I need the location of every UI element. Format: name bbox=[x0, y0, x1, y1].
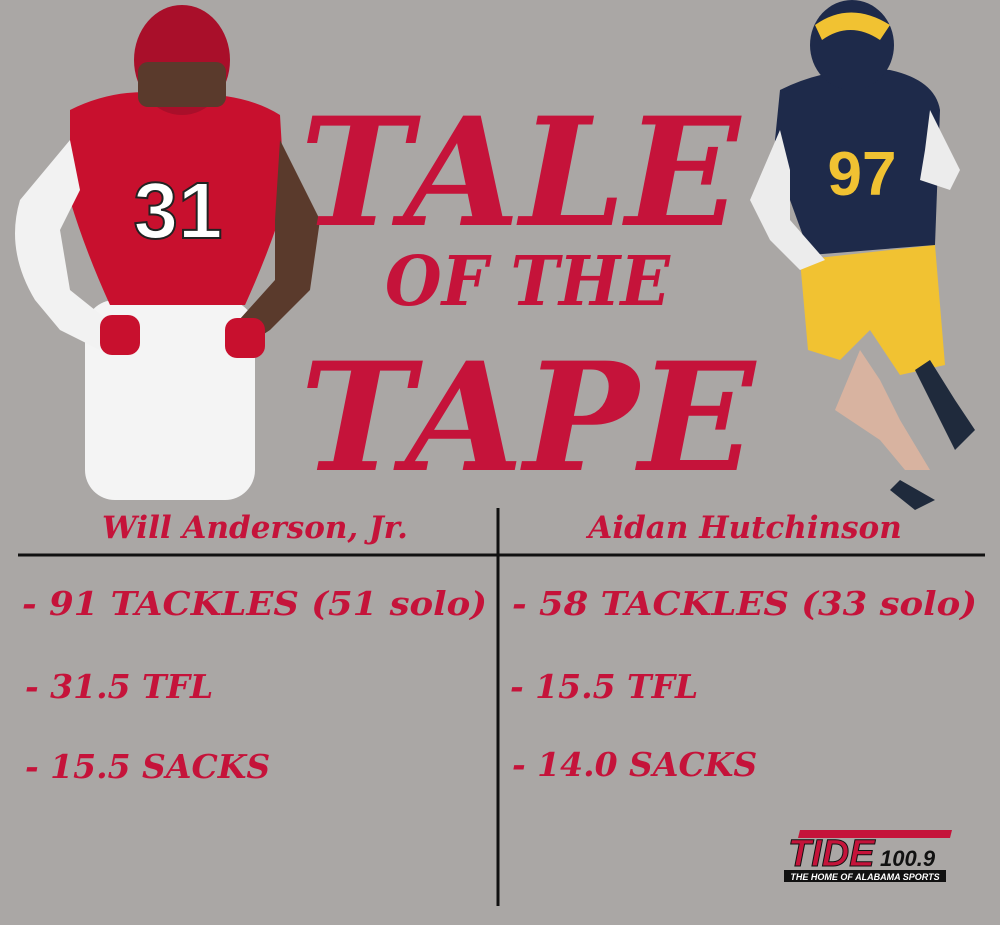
player-left-figure: 31 bbox=[15, 5, 320, 500]
logo-bar bbox=[798, 830, 952, 838]
title-line: TALE bbox=[300, 85, 743, 261]
logo-tagline-band bbox=[784, 870, 946, 882]
leg bbox=[835, 350, 930, 470]
player-right-figure: 97 bbox=[750, 0, 975, 510]
face bbox=[138, 62, 226, 107]
stat: - 15.5 TFL bbox=[510, 667, 698, 706]
glove bbox=[225, 318, 265, 358]
left-arm bbox=[15, 140, 120, 350]
stat: - 91 TACKLES (51 solo) bbox=[22, 584, 487, 623]
helmet-stripe bbox=[815, 12, 890, 40]
title-line: TAPE bbox=[300, 330, 758, 506]
player-name: Will Anderson, Jr. bbox=[102, 510, 408, 546]
logo: TIDE 100.9 THE HOME OF ALABAMA SPORTS bbox=[784, 830, 952, 882]
jersey bbox=[70, 92, 285, 305]
logo-frequency: 100.9 bbox=[880, 846, 936, 871]
jersey-number: 97 bbox=[828, 140, 897, 209]
stat: - 31.5 TFL bbox=[25, 667, 213, 706]
arm bbox=[750, 130, 825, 270]
shoe bbox=[890, 480, 935, 510]
title-line: OF THE bbox=[385, 242, 671, 322]
pants bbox=[800, 245, 945, 375]
arm bbox=[920, 110, 960, 190]
player-name: Aidan Hutchinson bbox=[585, 510, 901, 546]
leg bbox=[915, 360, 975, 450]
logo-brand: TIDE bbox=[788, 833, 876, 875]
right-arm bbox=[230, 140, 320, 350]
glove bbox=[100, 315, 140, 355]
stat: - 15.5 SACKS bbox=[25, 747, 270, 786]
logo-tagline: THE HOME OF ALABAMA SPORTS bbox=[790, 872, 939, 882]
jersey-number: 31 bbox=[134, 166, 223, 255]
jersey bbox=[775, 69, 940, 255]
stat: - 14.0 SACKS bbox=[512, 745, 757, 784]
stat: - 58 TACKLES (33 solo) bbox=[512, 584, 977, 623]
